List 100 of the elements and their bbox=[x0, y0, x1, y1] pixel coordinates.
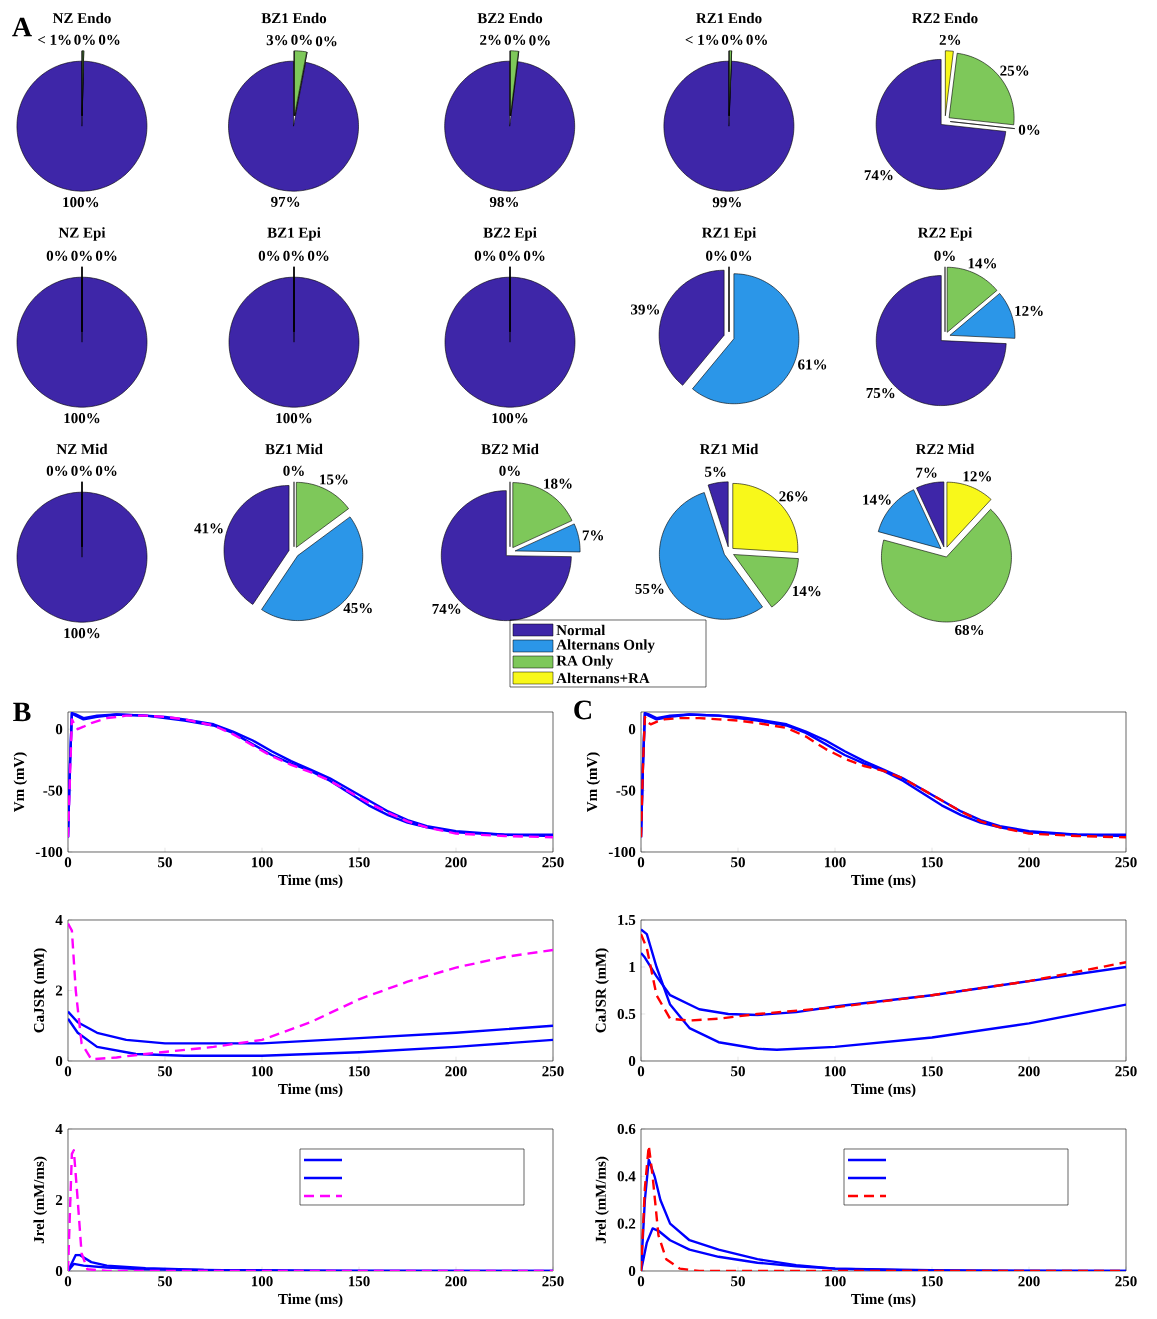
data-label: 100% bbox=[64, 628, 100, 639]
y-axis-title: CaJSR (mM) bbox=[595, 948, 609, 1033]
x-tick-label: 250 bbox=[542, 1066, 564, 1077]
text: 0% bbox=[746, 34, 767, 45]
text: 0% bbox=[71, 250, 92, 261]
text: B bbox=[13, 702, 31, 722]
x-tick-label: 250 bbox=[542, 857, 564, 868]
data-label: 25% bbox=[1000, 65, 1029, 76]
chart-title: NZ Epi bbox=[58, 227, 106, 241]
text: 0% bbox=[721, 34, 743, 45]
y-tick-label: 0 bbox=[628, 1265, 636, 1277]
chart-title: BZ2 Mid bbox=[481, 443, 539, 455]
y-axis-title: Jrel (mM/ms) bbox=[33, 1156, 48, 1244]
x-tick-label: 250 bbox=[1115, 1276, 1137, 1287]
data-label: 100% bbox=[63, 197, 99, 208]
text: 0% bbox=[46, 250, 68, 261]
text: 0% bbox=[283, 250, 304, 261]
x-tick-label: 50 bbox=[731, 1276, 745, 1287]
data-label: 45% bbox=[343, 602, 372, 614]
x-tick-label: 50 bbox=[158, 857, 172, 868]
x-axis-title: Time (ms) bbox=[278, 1293, 343, 1308]
x-tick-label: 250 bbox=[1115, 857, 1137, 868]
text: 0% bbox=[706, 250, 727, 261]
data-label: 2% bbox=[480, 34, 501, 46]
y-tick-label: 0.5 bbox=[617, 1008, 636, 1020]
text: 0% bbox=[504, 34, 526, 45]
y-tick-label: 1 bbox=[629, 962, 636, 972]
text: 0% bbox=[258, 250, 280, 261]
data-label: < 1% bbox=[38, 34, 71, 45]
y-tick-label: -100 bbox=[608, 846, 636, 858]
y-tick-label: -100 bbox=[35, 846, 63, 858]
x-tick-label: 150 bbox=[348, 857, 370, 868]
text: 0% bbox=[95, 465, 117, 476]
legend-label: Alternans Only bbox=[556, 639, 655, 653]
x-tick-label: 200 bbox=[1018, 857, 1040, 868]
text: 0% bbox=[98, 34, 120, 45]
data-label: 55% bbox=[635, 583, 664, 594]
x-axis-title: Time (ms) bbox=[278, 874, 343, 889]
data-label: 14% bbox=[793, 586, 821, 597]
x-tick-label: 150 bbox=[921, 1066, 943, 1077]
data-label: 74% bbox=[432, 603, 461, 615]
data-label: 12% bbox=[1015, 305, 1043, 317]
data-label: 99% bbox=[712, 197, 741, 208]
text: 0% bbox=[307, 250, 329, 261]
text: 0% bbox=[499, 250, 520, 261]
text: 0% bbox=[95, 250, 117, 261]
x-tick-label: 250 bbox=[542, 1276, 564, 1287]
legend-label: RA Only bbox=[556, 655, 614, 669]
y-tick-label: 4 bbox=[55, 915, 63, 925]
x-tick-label: 50 bbox=[731, 1066, 745, 1077]
chart-title: RZ1 Endo bbox=[696, 12, 762, 24]
chart-title: RZ1 Mid bbox=[699, 443, 759, 455]
chart-title: RZ2 Mid bbox=[915, 443, 975, 455]
y-axis-title: Vm (mV) bbox=[13, 752, 28, 813]
data-label: 41% bbox=[194, 523, 223, 534]
x-tick-label: 0 bbox=[637, 1276, 645, 1287]
data-label: 5% bbox=[705, 466, 726, 477]
text: 0% bbox=[730, 250, 752, 261]
data-label: 68% bbox=[955, 624, 984, 636]
y-tick-label: 0 bbox=[55, 724, 63, 735]
chart-title: BZ1 Epi bbox=[267, 227, 321, 241]
y-tick-label: 0 bbox=[628, 724, 636, 735]
data-label: 15% bbox=[320, 474, 348, 485]
x-tick-label: 200 bbox=[1018, 1066, 1040, 1077]
x-tick-label: 150 bbox=[921, 1276, 943, 1287]
text: 0% bbox=[474, 250, 496, 261]
data-label: 7% bbox=[582, 530, 604, 541]
text: 0% bbox=[934, 250, 955, 261]
text: 0% bbox=[1018, 124, 1040, 135]
y-tick-label: 0.6 bbox=[617, 1123, 636, 1135]
y-tick-label: 0 bbox=[55, 1055, 63, 1067]
x-tick-label: 0 bbox=[637, 857, 645, 868]
x-tick-label: 100 bbox=[251, 1066, 273, 1077]
y-tick-label: -50 bbox=[43, 785, 63, 796]
data-label: 7% bbox=[916, 467, 937, 478]
data-label: < 1% bbox=[685, 34, 719, 45]
x-tick-label: 0 bbox=[64, 1276, 72, 1287]
x-tick-label: 100 bbox=[824, 1066, 846, 1077]
text: 0% bbox=[523, 250, 545, 261]
y-tick-label: 2 bbox=[55, 985, 63, 996]
text: 0% bbox=[74, 34, 95, 45]
chart-title: NZ Endo bbox=[52, 12, 111, 24]
chart-title: BZ1 Mid bbox=[265, 443, 323, 455]
data-label: 98% bbox=[489, 196, 519, 208]
data-label: 74% bbox=[864, 170, 893, 181]
y-tick-label: 0.4 bbox=[617, 1171, 636, 1182]
x-tick-label: 100 bbox=[251, 1276, 273, 1287]
x-tick-label: 200 bbox=[445, 1066, 467, 1077]
y-axis-title: Jrel (mM/ms) bbox=[595, 1156, 609, 1244]
data-label: 14% bbox=[863, 494, 891, 505]
y-tick-label: 0 bbox=[55, 1265, 63, 1277]
x-tick-label: 50 bbox=[158, 1066, 172, 1077]
x-tick-label: 100 bbox=[824, 1276, 846, 1287]
text: 0% bbox=[315, 36, 337, 47]
y-tick-label: 1.5 bbox=[618, 914, 636, 926]
data-label: 3% bbox=[266, 35, 288, 46]
chart-title: RZ2 Epi bbox=[917, 227, 973, 241]
x-axis-title: Time (ms) bbox=[851, 874, 916, 889]
x-axis-title: Time (ms) bbox=[851, 1293, 916, 1308]
text: 0% bbox=[499, 465, 520, 476]
